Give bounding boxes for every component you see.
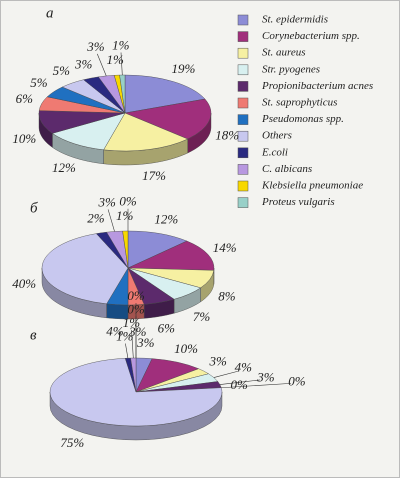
value-label: 1%: [116, 208, 134, 223]
leader-line: [131, 329, 134, 359]
value-label: 1%: [112, 37, 130, 52]
legend-swatch: [237, 197, 249, 208]
value-label: 10%: [12, 131, 36, 146]
legend-label: Others: [262, 130, 292, 142]
value-label: 1%: [116, 329, 134, 344]
value-label: 5%: [30, 75, 48, 90]
legend-label: Propionibacterium acnes: [261, 80, 373, 92]
value-label: 0%: [288, 374, 306, 389]
pie: 3% 10%3% 4%3%0% 0%75%1%1%0%0%: [49, 288, 306, 450]
leader-line: [219, 379, 261, 385]
legend-label: C. albicans: [262, 163, 312, 175]
leader-line: [221, 383, 292, 389]
value-label: 3%: [74, 56, 93, 71]
leader-line: [96, 53, 107, 77]
legend-swatch: [237, 47, 249, 59]
legend-label: St. aureus: [262, 47, 306, 59]
legend-swatch: [237, 130, 249, 142]
legend-swatch: [237, 114, 249, 125]
pie: 19%18%17%12%10%6%5%5% 3%3%1%1%: [12, 37, 239, 182]
value-label: 1%: [107, 52, 125, 67]
leader-line: [125, 343, 129, 359]
value-label: 3%: [256, 370, 275, 385]
slice: [127, 240, 215, 271]
panel-letter: в: [30, 327, 37, 343]
legend-swatch: [237, 31, 249, 42]
panel-letter: б: [30, 200, 38, 216]
legend-label: Klebsiella pneumoniae: [261, 180, 363, 192]
value-label: 6%: [16, 91, 34, 106]
legend-label: St. saprophyticus: [262, 97, 337, 109]
legend-label: Pseudomonas spp.: [261, 113, 344, 125]
legend-swatch: [237, 97, 249, 109]
legend-label: Str. pyogenes: [262, 63, 320, 75]
value-label: 4%: [106, 324, 124, 339]
value-label: 14%: [213, 240, 237, 255]
value-label: 5%: [53, 63, 71, 78]
value-label: 0%: [231, 377, 249, 392]
value-label: 3%: [86, 39, 105, 54]
leader-line: [107, 209, 115, 232]
legend-swatch: [237, 180, 249, 192]
value-label: 7%: [193, 309, 211, 324]
slice: [127, 230, 188, 269]
legend-label: St. epidermidis: [262, 14, 328, 26]
value-label: 19%: [172, 61, 196, 76]
legend-label: Corynebacterium spp.: [262, 30, 360, 42]
leader-line: [120, 52, 123, 76]
value-label: 8%: [218, 289, 236, 304]
slice: [41, 233, 129, 305]
value-label: 3%: [136, 335, 155, 350]
value-label: 3%: [128, 324, 147, 339]
value-label: 75%: [60, 435, 84, 450]
leader-line: [213, 370, 238, 378]
value-label: 40%: [12, 276, 36, 291]
legend-swatch: [237, 164, 249, 175]
legend-label: E.coli: [261, 146, 288, 158]
slice: [103, 112, 189, 152]
pie: 12%14%8%7%6%3%4%40%2%3%1%0%: [12, 194, 236, 339]
slice: [119, 74, 126, 114]
slice: [124, 98, 212, 140]
slice: [49, 358, 223, 427]
value-label: 1%: [123, 315, 141, 330]
value-label: 0%: [119, 194, 137, 209]
value-label: 3%: [98, 195, 117, 210]
legend-swatch: [237, 14, 249, 26]
value-label: 10%: [174, 341, 198, 356]
value-label: 2%: [87, 210, 105, 225]
value-label: 6%: [158, 320, 176, 335]
slice: [124, 74, 206, 114]
value-label: 17%: [142, 168, 166, 183]
value-label: 12%: [154, 212, 178, 227]
value-label: 12%: [52, 160, 76, 175]
panel-letter: а: [46, 5, 54, 21]
legend-swatch: [237, 64, 249, 76]
value-label: 18%: [215, 128, 239, 143]
value-label: 0%: [127, 288, 145, 303]
legend-swatch: [237, 81, 249, 92]
value-label: 4%: [235, 360, 253, 375]
slice: [51, 112, 126, 151]
legend-swatch: [237, 147, 249, 159]
value-label: 3%: [209, 354, 228, 369]
legend-label: Proteus vulgaris: [261, 196, 335, 208]
